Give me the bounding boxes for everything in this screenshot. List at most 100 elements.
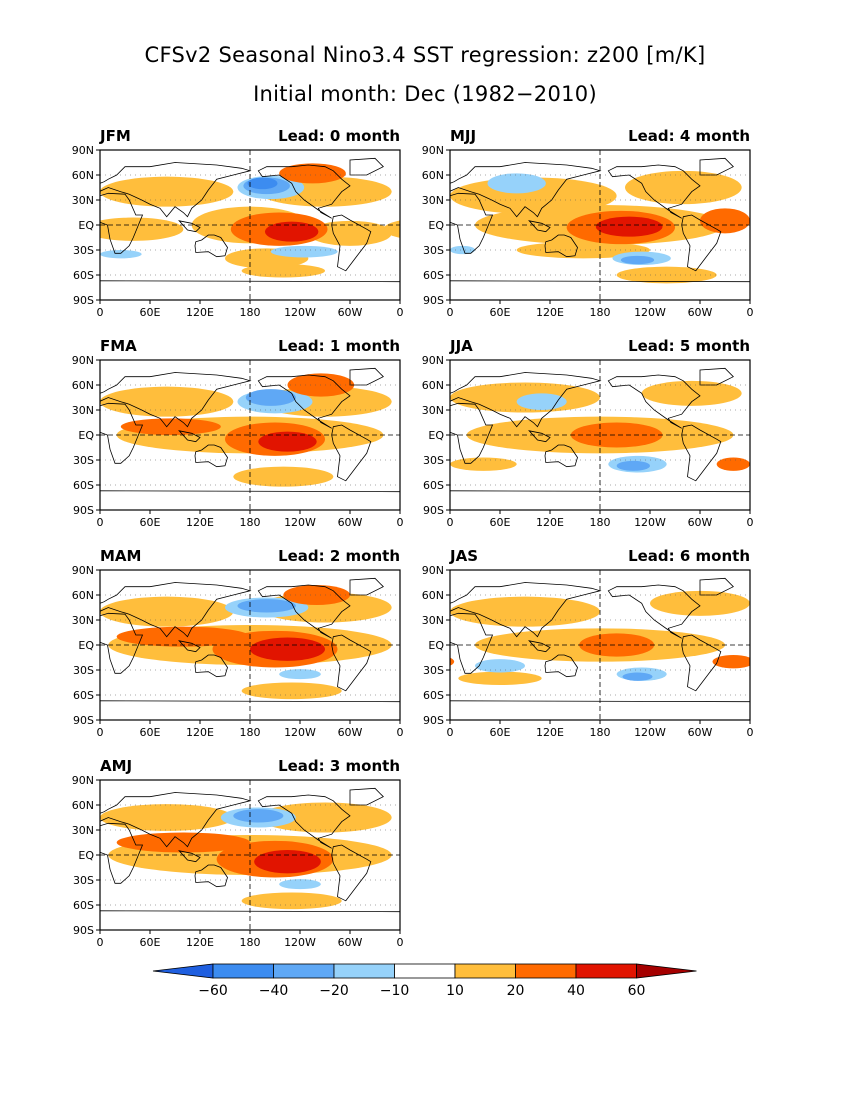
anomaly-contour (100, 596, 234, 627)
anomaly-contour (450, 245, 475, 255)
coastline (194, 864, 228, 888)
anomaly-contour (400, 804, 533, 831)
anomaly-contour (533, 809, 583, 822)
lon-tick-label: 120E (186, 936, 214, 949)
lon-tick-label: 0 (747, 306, 754, 319)
lon-tick-label: 60E (140, 516, 161, 529)
anomaly-contour (817, 393, 850, 410)
lat-tick-label: 30N (422, 614, 444, 627)
anomaly-contour (0, 213, 28, 246)
lon-tick-label: 180 (240, 516, 261, 529)
anomaly-contour (408, 835, 691, 875)
figure-title: CFSv2 Seasonal Nino3.4 SST regression: z… (144, 43, 705, 67)
anomaly-contour (233, 466, 334, 487)
anomaly-contour (616, 266, 717, 284)
colorbar: −60 −40 −20 −10 10 20 40 60 (152, 963, 697, 999)
coastline (194, 444, 228, 468)
anomaly-contour (100, 250, 142, 259)
coastline (349, 787, 384, 806)
lat-tick-label: 60S (73, 269, 94, 282)
anomaly-contour (0, 683, 42, 700)
coastline (349, 577, 384, 596)
colorbar-tick-label: −40 (259, 983, 289, 999)
lat-tick-label: 30S (423, 244, 444, 257)
anomaly-contour (0, 598, 8, 618)
anomaly-contour (595, 216, 663, 237)
panel-lead: Lead: 4 month (628, 127, 750, 145)
lon-tick-label: 60E (140, 936, 161, 949)
coastline (544, 654, 578, 678)
lon-tick-label: 120E (536, 516, 564, 529)
lat-tick-label: 60S (423, 479, 444, 492)
anomaly-contour (0, 631, 38, 668)
lat-tick-label: 90N (72, 354, 94, 367)
anomaly-contour (100, 176, 234, 207)
lat-tick-label: 30N (72, 194, 94, 207)
lon-tick-label: 120E (186, 726, 214, 739)
coastline (100, 792, 252, 848)
anomaly-contour (579, 879, 621, 889)
lon-tick-label: 180 (590, 306, 611, 319)
anomaly-contour (265, 221, 319, 242)
lon-tick-label: 120E (186, 516, 214, 529)
lat-tick-label: 30N (72, 404, 94, 417)
lon-tick-label: 180 (240, 726, 261, 739)
anomaly-contour (0, 163, 46, 183)
anomaly-contour (750, 178, 850, 215)
lon-tick-label: 0 (97, 516, 104, 529)
colorbar-tick-label: −20 (319, 983, 349, 999)
anomaly-contour (516, 241, 650, 259)
anomaly-contour (517, 841, 634, 878)
anomaly-contour (521, 808, 596, 828)
anomaly-contour (0, 417, 83, 454)
anomaly-contour (750, 597, 850, 627)
lat-tick-label: 90S (423, 504, 444, 517)
anomaly-contour (0, 585, 50, 605)
lon-tick-label: 60E (140, 726, 161, 739)
coastline (178, 850, 201, 863)
panel-lead: Lead: 5 month (628, 337, 750, 355)
lat-tick-label: 60S (423, 689, 444, 702)
panel-lead: Lead: 0 month (278, 127, 400, 145)
coastline (194, 654, 228, 678)
anomaly-contour (283, 585, 350, 605)
anomaly-contour (788, 173, 846, 193)
lat-tick-label: 90S (73, 924, 94, 937)
coastline (450, 162, 602, 218)
panel-season: JAS (449, 547, 478, 565)
coastline (450, 402, 494, 464)
panel-season: MAM (100, 547, 141, 565)
anomaly-contour (120, 418, 221, 435)
colorbar-bin (394, 963, 456, 979)
lon-tick-label: 180 (240, 936, 261, 949)
lon-tick-label: 0 (97, 936, 104, 949)
lon-tick-label: 180 (590, 516, 611, 529)
anomaly-contour (233, 809, 284, 823)
anomaly-contour (270, 245, 338, 258)
anomaly-contour (308, 220, 392, 246)
coastline (681, 424, 722, 482)
coastline (528, 220, 551, 233)
lon-tick-label: 0 (97, 306, 104, 319)
anomaly-contour (758, 672, 841, 685)
lat-tick-label: 60S (73, 689, 94, 702)
coastline (331, 634, 372, 692)
coastline (178, 220, 201, 233)
colorbar-tick-label: 10 (446, 983, 464, 999)
anomaly-contour (247, 177, 278, 190)
lat-tick-label: EQ (78, 639, 94, 652)
coastline (681, 214, 722, 272)
lon-tick-label: 0 (397, 936, 404, 949)
anomaly-contour (0, 423, 25, 456)
anomaly-contour (516, 393, 567, 410)
lon-tick-label: 60W (338, 936, 363, 949)
anomaly-contour (625, 170, 742, 205)
panel-lead: Lead: 1 month (278, 337, 400, 355)
anomaly-contour (0, 638, 25, 661)
anomaly-contour (554, 850, 621, 873)
coastline (450, 372, 602, 428)
lat-tick-label: 30N (422, 404, 444, 417)
coastline (450, 582, 602, 638)
lat-tick-label: 90N (422, 564, 444, 577)
anomaly-contour (0, 246, 37, 258)
